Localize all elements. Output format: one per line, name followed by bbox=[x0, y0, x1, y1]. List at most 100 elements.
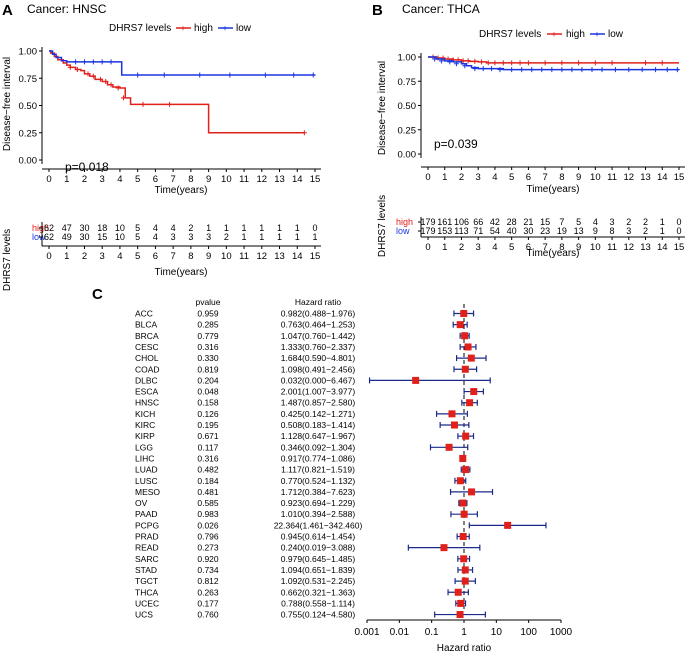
forest-xlabel: Hazard ratio bbox=[437, 643, 492, 654]
km-hnsc-risk-low-value: 5 bbox=[135, 232, 140, 242]
forest-row-hr: 0.346(0.092−1.304) bbox=[281, 442, 356, 452]
forest-row-pvalue: 0.760 bbox=[197, 610, 219, 620]
km-hnsc-censor-mark-high bbox=[67, 64, 73, 70]
forest-row-hr: 1.487(0.857−2.580) bbox=[281, 398, 356, 408]
km-thca-risk-low-value: 13 bbox=[574, 226, 584, 236]
forest-row-name: ESCA bbox=[135, 387, 158, 397]
forest-hr-marker bbox=[461, 566, 469, 574]
km-thca-curve-high bbox=[428, 56, 679, 64]
km-thca-risk-low-value: 30 bbox=[523, 226, 533, 236]
panel-b-risk-high-label: high bbox=[396, 217, 413, 227]
km-thca-risk-xtick-label: 4 bbox=[492, 242, 497, 253]
km-thca-censor-mark-low bbox=[674, 67, 680, 73]
km-thca-xtick-label: 4 bbox=[492, 172, 497, 183]
forest-hr-marker bbox=[460, 510, 468, 518]
km-thca-censor-mark-low bbox=[579, 67, 585, 73]
forest-row-pvalue: 0.812 bbox=[197, 576, 219, 586]
km-thca-risk-xtick-label: 15 bbox=[674, 242, 685, 253]
forest-hr-marker bbox=[504, 521, 512, 529]
km-thca-censor-mark-low bbox=[549, 67, 555, 73]
km-thca-xtick-label: 0 bbox=[425, 172, 430, 183]
km-hnsc-ytick-label: 0.25 bbox=[19, 128, 38, 139]
forest-row-name: KIRC bbox=[135, 420, 155, 430]
km-thca-censor-mark-low bbox=[539, 67, 545, 73]
forest-row-name: HNSC bbox=[135, 398, 159, 408]
km-hnsc-risk-high-value: 5 bbox=[135, 223, 140, 233]
panel-b-ylabel: Disease−free interval bbox=[377, 61, 388, 155]
km-hnsc-risk-high-value: 4 bbox=[171, 223, 176, 233]
km-hnsc-risk-low-value: 1 bbox=[312, 232, 317, 242]
km-thca-risk-xtick-label: 1 bbox=[442, 242, 447, 253]
forest-row-hr: 22.364(1.461−342.460) bbox=[274, 520, 363, 530]
forest-row-pvalue: 0.959 bbox=[197, 309, 219, 319]
km-thca-xtick-label: 14 bbox=[657, 172, 668, 183]
km-hnsc-risk-xtick-label: 9 bbox=[206, 251, 211, 262]
km-hnsc-risk-xtick-label: 1 bbox=[64, 251, 69, 262]
km-hnsc-risk-low-value: 62 bbox=[44, 232, 54, 242]
km-thca-censor-mark-high bbox=[643, 60, 649, 66]
forest-row-hr: 0.662(0.321−1.363) bbox=[281, 587, 356, 597]
forest-hr-marker bbox=[456, 477, 464, 485]
forest-row-name: KICH bbox=[135, 409, 155, 419]
km-hnsc-xtick-label: 9 bbox=[206, 174, 211, 185]
panel-b-legend-high-label: high bbox=[566, 29, 585, 40]
forest-row-name: UCEC bbox=[135, 598, 159, 608]
km-thca-xtick-label: 1 bbox=[442, 172, 447, 183]
panel-a-risk-xlabel: Time(years) bbox=[155, 267, 208, 278]
forest-row-name: COAD bbox=[135, 364, 160, 374]
forest-col-pvalue: pvalue bbox=[195, 297, 220, 307]
forest-row-hr: 0.945(0.614−1.454) bbox=[281, 532, 356, 542]
km-thca-risk-xtick-label: 9 bbox=[576, 242, 581, 253]
km-thca-censor-mark-high bbox=[465, 58, 471, 64]
km-thca-risk-low-value: 153 bbox=[437, 226, 452, 236]
km-thca-risk-xtick-label: 14 bbox=[657, 242, 668, 253]
forest-row-pvalue: 0.026 bbox=[197, 520, 219, 530]
km-hnsc-xtick-label: 12 bbox=[257, 174, 268, 185]
km-thca-risk-xtick-label: 2 bbox=[459, 242, 464, 253]
forest-row-pvalue: 0.273 bbox=[197, 543, 219, 553]
forest-row-hr: 0.755(0.124−4.580) bbox=[281, 610, 356, 620]
km-thca-censor-mark-high bbox=[542, 60, 548, 66]
forest-row-pvalue: 0.481 bbox=[197, 487, 219, 497]
panel-a-legend-high-label: high bbox=[194, 23, 213, 34]
km-hnsc-risk-high-value: 1 bbox=[206, 223, 211, 233]
km-thca-risk-low-value: 113 bbox=[454, 226, 468, 236]
km-thca-censor-mark-low bbox=[589, 67, 595, 73]
km-thca-censor-mark-low bbox=[559, 67, 565, 73]
km-hnsc-xtick-label: 1 bbox=[64, 174, 69, 185]
km-thca-risk-low-value: 179 bbox=[420, 226, 435, 236]
forest-row-pvalue: 0.734 bbox=[197, 565, 219, 575]
forest-row-name: TGCT bbox=[135, 576, 158, 586]
forest-hr-marker bbox=[466, 399, 474, 407]
panel-a-legend-low-label: low bbox=[236, 23, 252, 34]
km-hnsc-risk-xtick-label: 8 bbox=[188, 251, 193, 262]
km-hnsc-risk-high-value: 2 bbox=[188, 223, 193, 233]
km-hnsc-censor-mark-low bbox=[291, 72, 297, 78]
km-hnsc-risk-high-value: 1 bbox=[242, 223, 247, 233]
forest-row-name: BRCA bbox=[135, 331, 159, 341]
km-hnsc-censor-mark-low bbox=[90, 59, 96, 65]
km-hnsc-risk-low-value: 2 bbox=[224, 232, 229, 242]
km-thca-censor-mark-high bbox=[509, 60, 515, 66]
km-thca-censor-mark-low bbox=[447, 59, 453, 65]
km-hnsc-risk-xtick-label: 14 bbox=[292, 251, 303, 262]
km-hnsc-risk-xtick-label: 6 bbox=[153, 251, 158, 262]
forest-row-pvalue: 0.920 bbox=[197, 554, 219, 564]
forest-hr-marker bbox=[459, 454, 467, 462]
forest-hr-marker bbox=[462, 432, 470, 440]
km-hnsc-risk-high-value: 1 bbox=[259, 223, 264, 233]
km-hnsc-censor-mark-low bbox=[161, 72, 167, 78]
forest-col-hr: Hazard ratio bbox=[295, 297, 342, 307]
km-hnsc-risk-low-value: 49 bbox=[62, 232, 72, 242]
panel-c-letter: C bbox=[92, 286, 103, 303]
km-hnsc-risk-xtick-label: 4 bbox=[117, 251, 122, 262]
forest-row-pvalue: 0.796 bbox=[197, 532, 219, 542]
km-hnsc-risk-low-value: 1 bbox=[295, 232, 300, 242]
km-thca-risk-xtick-label: 13 bbox=[640, 242, 651, 253]
km-hnsc-risk-low-value: 10 bbox=[115, 232, 125, 242]
km-hnsc-censor-mark-low bbox=[262, 72, 268, 78]
forest-row-hr: 1.333(0.760−2.337) bbox=[281, 342, 356, 352]
forest-row-name: CESC bbox=[135, 342, 159, 352]
km-thca-ytick-label: 1.00 bbox=[398, 53, 417, 64]
forest-row-pvalue: 0.316 bbox=[197, 342, 219, 352]
